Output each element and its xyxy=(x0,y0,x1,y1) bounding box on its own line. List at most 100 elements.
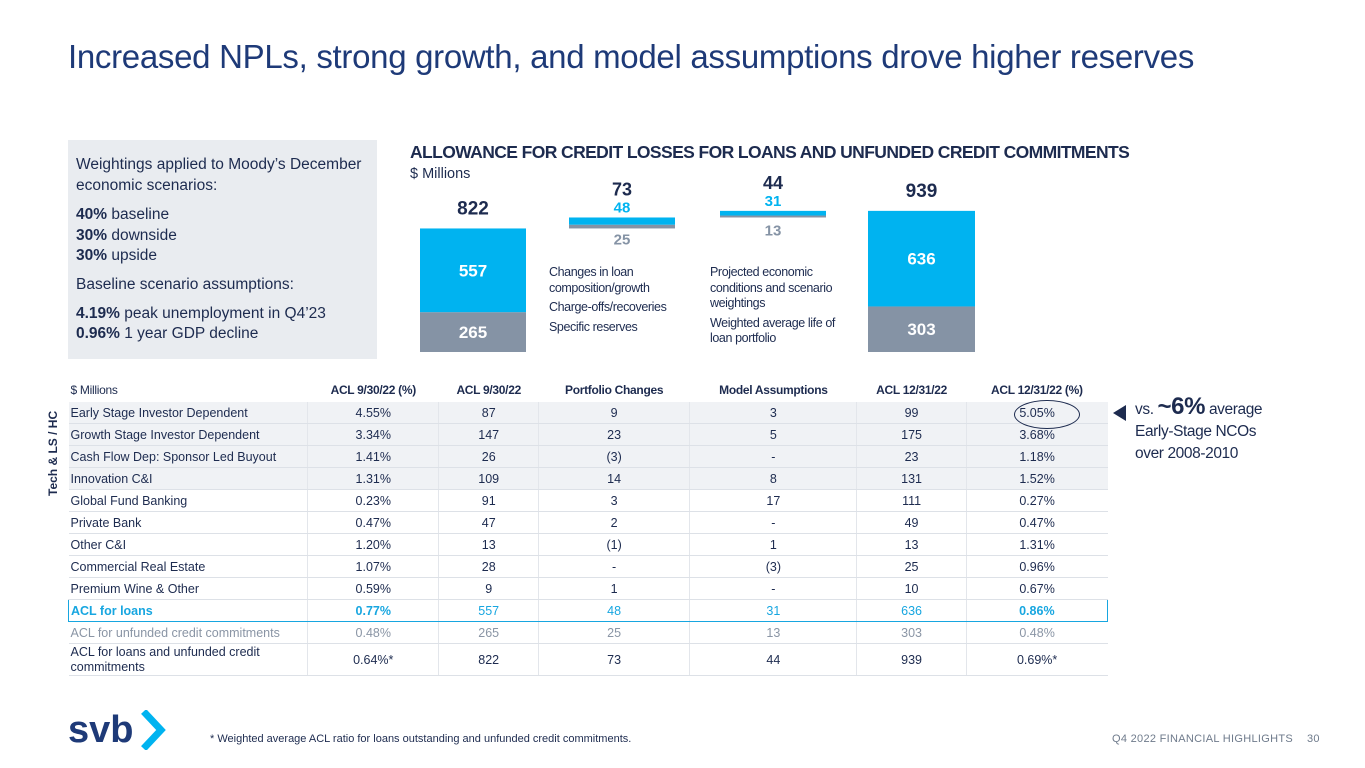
legend-item: Projected economic conditions and scenar… xyxy=(710,265,833,310)
table-cell: 2 xyxy=(538,511,691,534)
table-cell: 8 xyxy=(689,467,858,490)
nco-callout: vs. ~6% average Early-Stage NCOs over 20… xyxy=(1135,393,1263,463)
table-row: Private Bank 0.47% 47 2-49 0.47% xyxy=(68,511,1108,534)
table-cell: 49 xyxy=(856,511,967,534)
table-cell: 822 xyxy=(438,643,539,676)
table-cell: 1 xyxy=(689,533,858,556)
table-cell: 13 xyxy=(856,533,967,556)
svg-text:svb: svb xyxy=(68,710,133,750)
table-cell: 17 xyxy=(689,489,858,512)
table-cell: 0.27% xyxy=(966,489,1108,512)
step-unfunded xyxy=(720,215,826,218)
table-cell: 13 xyxy=(438,533,539,556)
table-row: Cash Flow Dep: Sponsor Led Buyout 1.41% 26… xyxy=(68,445,1108,468)
table-cell: 0.48% xyxy=(307,621,440,644)
table-cell: 10 xyxy=(856,577,967,600)
row-label: Growth Stage Investor Dependent xyxy=(68,423,308,446)
page-number: 30 xyxy=(1307,733,1320,745)
table-cell: 3.34% xyxy=(307,423,440,446)
table-cell: 5 xyxy=(689,423,858,446)
weightings-list: 40% baseline 30% downside 30% upside xyxy=(76,205,369,267)
table-cell: 25 xyxy=(538,621,691,644)
chart-title: ALLOWANCE FOR CREDIT LOSSES FOR LOANS AN… xyxy=(410,142,1130,162)
step-loans xyxy=(720,210,826,216)
bar-value-label: 557 xyxy=(459,261,487,280)
table-cell: - xyxy=(538,555,691,578)
table-cell: 9 xyxy=(538,402,691,424)
table-cell: 175 xyxy=(856,423,967,446)
column-header: ACL 9/30/22 xyxy=(456,383,521,397)
table-cell: 0.48% xyxy=(966,621,1108,644)
legend-item: Specific reserves xyxy=(549,319,638,334)
footer: Q4 2022 FINANCIAL HIGHLIGHTS 30 xyxy=(1112,733,1320,745)
table-cell: 1.07% xyxy=(307,555,440,578)
table-cell: 28 xyxy=(438,555,539,578)
table-cell: 557 xyxy=(438,599,539,622)
bar-loans xyxy=(868,210,975,307)
footer-label: Q4 2022 FINANCIAL HIGHLIGHTS xyxy=(1112,733,1293,745)
table-cell: 91 xyxy=(438,489,539,512)
table-cell: 87 xyxy=(438,402,539,424)
table-row: Growth Stage Investor Dependent 3.34% 147 2… xyxy=(68,423,1108,446)
table-cell: 939 xyxy=(856,643,967,676)
table-cell: - xyxy=(689,577,858,600)
bar-loans xyxy=(420,228,526,313)
column-header: Model Assumptions xyxy=(719,383,828,397)
table-cell: 3.68% xyxy=(966,423,1108,446)
table-cell: 25 xyxy=(856,555,967,578)
bar-value-label: 265 xyxy=(459,323,487,342)
table-cell: 0.86% xyxy=(966,599,1109,622)
column-header: Portfolio Changes xyxy=(564,383,664,397)
table-cell: 4.55% xyxy=(307,402,440,424)
table-cell: 0.64%* xyxy=(307,643,440,676)
table-row: Early Stage Investor Dependent 4.55% 87 9 3 9… xyxy=(68,402,1108,424)
step-unfunded xyxy=(569,224,675,229)
table-cell: 1.18% xyxy=(966,445,1108,468)
total-label: 939 xyxy=(906,181,938,202)
table-row: ACL for loans and unfunded credit commit… xyxy=(68,643,1108,676)
table-cell: 9 xyxy=(438,577,539,600)
table-cell: 23 xyxy=(856,445,967,468)
row-label: ACL for unfunded credit commitments xyxy=(68,621,308,644)
table-row: ACL for loans 0.77% 557 48 31 636 0.86% xyxy=(68,599,1109,622)
table-cell: - xyxy=(689,445,858,468)
bar-unfunded xyxy=(420,312,526,352)
table-header-row: $ Millions ACL 9/30/22 (%) ACL 9/30/22 P… xyxy=(69,378,1108,402)
row-label: Global Fund Banking xyxy=(68,489,308,512)
baseline-list: 4.19% peak unemployment in Q4’23 0.96% 1… xyxy=(76,304,369,345)
legend-item: Weighted average life of loan portfolio xyxy=(710,315,835,346)
table-cell: 1.20% xyxy=(307,533,440,556)
table-cell: 26 xyxy=(438,445,539,468)
row-label: Innovation C&I xyxy=(68,467,308,490)
highlight-circle xyxy=(1014,400,1080,429)
column-header: ACL 12/31/22 (%) xyxy=(991,383,1083,397)
table-cell: 131 xyxy=(856,467,967,490)
table-row: Innovation C&I 1.31% 109 14 8 131 1.52% xyxy=(68,467,1108,490)
table-cell: 0.77% xyxy=(307,599,440,622)
step-unfunded-label: 13 xyxy=(765,223,782,240)
table-cell: 0.47% xyxy=(307,511,440,534)
acl-table: $ Millions ACL 9/30/22 (%) ACL 9/30/22 P… xyxy=(68,378,1109,676)
table-cell: 23 xyxy=(538,423,691,446)
table-row: Global Fund Banking 0.23% 91 3 17 111 0.27% xyxy=(68,489,1108,512)
table-cell: 1 xyxy=(538,577,691,600)
table-unit-label: $ Millions xyxy=(70,383,118,397)
row-label: ACL for loans xyxy=(68,599,308,622)
table-cell: 44 xyxy=(689,643,858,676)
column-header: ACL 12/31/22 xyxy=(876,383,948,397)
table-cell: 47 xyxy=(438,511,539,534)
chart-unit: $ Millions xyxy=(410,166,471,182)
svb-logo: svb xyxy=(68,710,166,750)
table-cell: (3) xyxy=(689,555,858,578)
table-row: ACL for unfunded credit commitments 0.48%… xyxy=(68,621,1108,644)
row-label: Other C&I xyxy=(68,533,308,556)
bar-value-label: 303 xyxy=(907,320,935,339)
table-cell: 0.47% xyxy=(966,511,1108,534)
row-label: Commercial Real Estate xyxy=(68,555,308,578)
weighting-item: 40% baseline xyxy=(76,206,170,223)
table-cell: 3 xyxy=(538,489,691,512)
step-unfunded-label: 25 xyxy=(614,232,631,249)
column-header: ACL 9/30/22 (%) xyxy=(330,383,417,397)
row-label: Early Stage Investor Dependent xyxy=(68,402,308,424)
step-loans-label: 48 xyxy=(614,199,631,216)
